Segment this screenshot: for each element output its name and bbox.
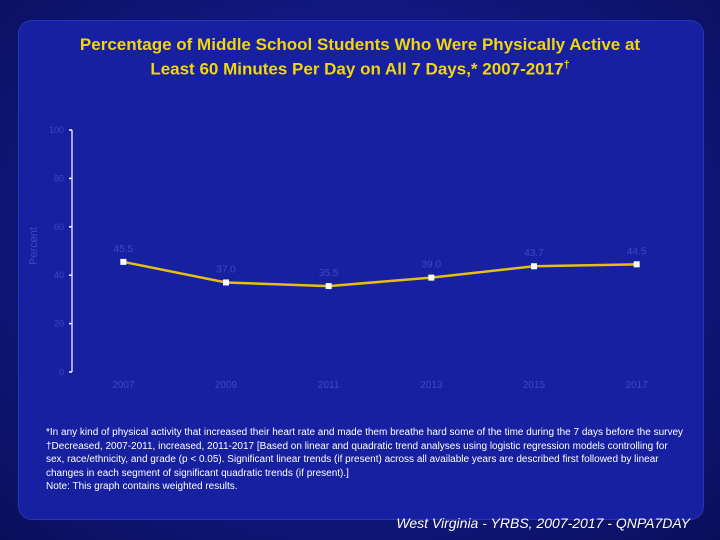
x-tick-label: 2009	[215, 380, 238, 391]
data-label: 45.5	[114, 244, 134, 255]
footnote-definition: *In any kind of physical activity that i…	[46, 427, 684, 438]
y-axis-ticks: 0 20 40 60 80 100	[49, 125, 72, 377]
data-point-marker	[531, 263, 537, 270]
data-point-marker	[633, 261, 640, 268]
x-tick-label: 2011	[318, 380, 340, 391]
data-label: 39.0	[422, 260, 442, 271]
y-tick-label: 60	[54, 222, 64, 232]
data-label: 37.0	[216, 264, 236, 275]
x-axis-ticks: 2007 2009 2011 2013 2015 2017	[112, 380, 648, 391]
data-label: 44.5	[627, 246, 647, 257]
data-point-marker	[428, 274, 435, 281]
data-point-marker	[223, 279, 229, 286]
x-tick-label: 2007	[112, 380, 135, 391]
data-label: 43.7	[524, 248, 544, 259]
x-tick-label: 2015	[523, 380, 546, 391]
y-tick-label: 100	[49, 125, 64, 135]
x-tick-label: 2013	[420, 380, 443, 391]
footnote-trend: †Decreased, 2007-2011, increased, 2011-2…	[46, 440, 668, 479]
data-labels: 45.5 37.0 35.5 39.0 43.7 44.5	[114, 244, 647, 279]
x-tick-label: 2017	[626, 380, 649, 391]
y-tick-label: 0	[59, 367, 64, 377]
y-tick-label: 80	[54, 173, 64, 183]
data-label: 35.5	[319, 268, 339, 279]
chart-title-line-2: Least 60 Minutes Per Day on All 7 Days,*…	[150, 59, 564, 79]
y-tick-label: 20	[54, 319, 64, 329]
series-line	[123, 260, 637, 288]
chart-title-dagger: †	[563, 59, 570, 71]
data-points	[120, 258, 640, 290]
source-caption: West Virginia - YRBS, 2007-2017 - QNPA7D…	[396, 515, 690, 531]
chart-title-line-1: Percentage of Middle School Students Who…	[79, 35, 641, 54]
y-tick-label: 40	[54, 270, 64, 280]
data-point-marker	[325, 283, 332, 290]
footnotes: *In any kind of physical activity that i…	[46, 426, 686, 494]
data-point-marker	[120, 258, 127, 265]
footnote-weighted: Note: This graph contains weighted resul…	[46, 481, 238, 492]
content-panel	[18, 20, 704, 520]
chart-title: Percentage of Middle School Students Who…	[40, 34, 680, 80]
